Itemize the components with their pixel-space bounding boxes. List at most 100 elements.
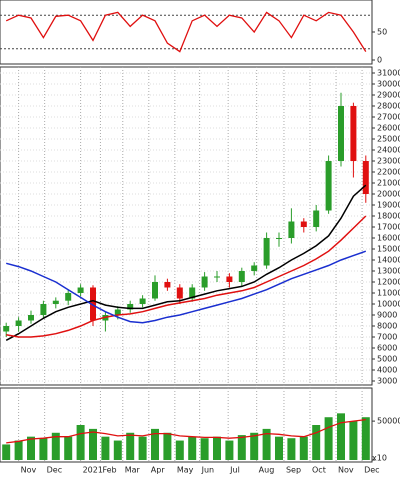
candle-body xyxy=(251,265,258,271)
candle-body xyxy=(127,304,134,310)
candle-body xyxy=(238,271,245,282)
y-tick-label: 17000 xyxy=(377,223,400,232)
candle-body xyxy=(189,287,196,299)
y-tick-label: 19000 xyxy=(377,201,400,210)
volume-average xyxy=(6,418,366,444)
volume-bar xyxy=(64,436,73,460)
y-tick-label: 31000 xyxy=(377,69,400,78)
candle-body xyxy=(362,161,369,194)
volume-bar xyxy=(39,438,48,460)
y-tick-label: 18000 xyxy=(377,212,400,221)
moving-average xyxy=(6,215,367,338)
candle-body xyxy=(3,326,10,332)
x-tick-label: Apr xyxy=(151,466,166,475)
y-tick-label: 50000 xyxy=(377,417,400,426)
y-tick-label: 16000 xyxy=(377,234,400,243)
volume-bar xyxy=(237,435,246,460)
volume-bar xyxy=(151,428,159,460)
x-tick-label: Mar xyxy=(125,466,141,475)
y-tick-label: 6000 xyxy=(377,344,397,353)
candle-body xyxy=(40,304,47,315)
candle-body xyxy=(300,221,307,227)
volume-bar xyxy=(14,440,23,460)
y-tick-label: 20000 xyxy=(377,190,400,199)
y-tick-label: 7000 xyxy=(377,333,397,342)
y-tick-label: 13000 xyxy=(377,267,400,276)
y-tick-label: 15000 xyxy=(377,245,400,254)
y-tick-label: 3000 xyxy=(377,377,397,386)
candle-body xyxy=(114,309,121,315)
candle-body xyxy=(15,320,22,326)
y-tick-label: 28000 xyxy=(377,102,400,111)
volume-bar xyxy=(250,432,259,460)
volume-bar xyxy=(213,436,221,460)
y-tick-label: 12000 xyxy=(377,278,400,287)
volume-bar xyxy=(27,436,35,460)
candle-body xyxy=(325,161,332,211)
y-tick-label: 22000 xyxy=(377,168,400,177)
volume-bar xyxy=(76,425,85,460)
candle-body xyxy=(90,287,96,321)
volume-bar xyxy=(312,425,321,460)
candle-body xyxy=(313,210,320,227)
candle-body xyxy=(263,238,270,266)
y-tick-label: 21000 xyxy=(377,179,400,188)
y-tick-label: 24000 xyxy=(377,146,400,155)
oscillator-line xyxy=(5,11,367,53)
x-tick-label: 2021 xyxy=(83,466,103,475)
oscillator-frame xyxy=(0,0,373,65)
y-tick-label: 23000 xyxy=(377,157,400,166)
volume-bar xyxy=(200,438,209,460)
candle-body xyxy=(276,238,282,239)
volume-bar xyxy=(337,413,345,460)
candle-body xyxy=(52,300,59,304)
volume-bar xyxy=(225,440,234,460)
y-tick-label: 10000 xyxy=(377,300,400,309)
moving-average xyxy=(5,184,367,341)
volume-bar xyxy=(101,436,110,460)
volume-bar xyxy=(89,428,97,460)
volume-bar xyxy=(126,432,135,460)
volume-frame xyxy=(0,387,373,463)
y-tick-label: 8000 xyxy=(377,322,397,331)
y-tick-label: 29000 xyxy=(377,91,400,100)
volume-bar xyxy=(138,436,147,460)
x-tick-label: May xyxy=(177,466,194,475)
y-tick-label: 11000 xyxy=(377,289,400,298)
volume-unit: x10 xyxy=(372,454,387,463)
volume-bar xyxy=(2,444,11,460)
volume-bar xyxy=(113,440,122,460)
x-tick-label: Nov xyxy=(338,466,354,475)
price-frame xyxy=(0,66,373,386)
y-tick-label: 30000 xyxy=(377,80,400,89)
x-tick-label: Sep xyxy=(286,466,301,475)
y-tick-label: 25000 xyxy=(377,135,400,144)
x-tick-label: Nov xyxy=(21,466,37,475)
candle-body xyxy=(176,287,183,299)
volume-bar xyxy=(361,417,370,460)
x-tick-label: Dec xyxy=(47,466,62,475)
y-tick-label: 0 xyxy=(377,56,382,65)
x-tick-label: Feb xyxy=(102,466,116,475)
volume-bar xyxy=(51,432,60,460)
y-tick-label: 26000 xyxy=(377,124,400,133)
y-tick-label: 9000 xyxy=(377,311,397,320)
candle-body xyxy=(350,106,357,161)
volume-bar xyxy=(188,436,197,460)
candle-body xyxy=(288,221,295,238)
candle-body xyxy=(28,315,34,321)
volume-bar xyxy=(299,436,308,460)
volume-bar xyxy=(349,421,358,460)
candle-body xyxy=(338,106,344,161)
y-tick-label: 27000 xyxy=(377,113,400,122)
y-tick-label: 14000 xyxy=(377,256,400,265)
candle-body xyxy=(214,276,220,278)
x-tick-label: Jul xyxy=(229,466,240,475)
volume-bar xyxy=(262,428,271,460)
volume-bar xyxy=(324,417,333,460)
x-tick-label: Jun xyxy=(201,466,215,475)
x-tick-label: Oct xyxy=(312,466,326,475)
candle-body xyxy=(77,287,84,293)
y-tick-label: 5000 xyxy=(377,355,397,364)
